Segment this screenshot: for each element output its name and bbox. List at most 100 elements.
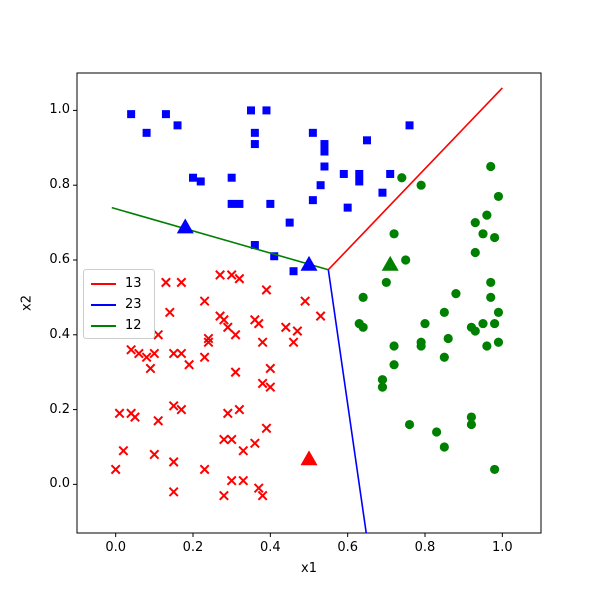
axes-frame [76,72,542,534]
data-point-circle [466,419,476,430]
data-point-circle [490,318,500,329]
data-point-x [261,285,272,295]
data-point-x [265,363,276,374]
data-point-x [226,270,237,280]
legend-line-swatch-blue [91,303,116,306]
boundary-line-12 [111,206,329,271]
data-point-circle [443,333,453,344]
data-point-circle [389,229,399,239]
data-point-x [215,270,225,280]
data-point-x [253,318,264,329]
data-point-x [149,348,160,359]
data-point-x [199,296,210,307]
legend: 13 23 12 [83,269,155,339]
data-point-x [280,322,291,333]
data-point-x [249,438,260,449]
x-tick-label: 1.0 [491,540,513,555]
data-point-square [320,162,329,171]
legend-line-swatch-green [91,324,116,327]
data-point-circle [482,341,492,351]
data-point-x [168,348,179,359]
data-point-square [378,188,387,197]
data-point-square [270,252,279,261]
data-point-circle [404,419,415,430]
data-point-circle [478,229,488,239]
data-point-square [247,106,255,115]
data-point-x [288,337,299,348]
centroid-blue-2-triangle [300,255,318,271]
legend-item-13: 13 [84,273,154,294]
data-point-square [235,199,244,208]
data-point-square [386,169,395,178]
data-point-x [222,322,233,333]
data-point-x [292,326,303,336]
legend-item-label: 23 [125,296,142,312]
data-point-x [118,445,129,456]
data-point-circle [493,337,504,347]
data-point-circle [482,210,492,220]
data-point-circle [432,427,442,437]
data-point-x [226,475,237,486]
data-point-x [238,445,249,456]
data-point-x [161,277,171,288]
data-point-square [250,140,259,149]
data-point-circle [401,255,411,265]
centroid-blue-1-triangle [176,218,194,234]
y-tick-label: 0.2 [49,401,70,417]
data-point-x [222,408,233,419]
data-point-x [145,363,156,374]
data-point-circle [470,326,480,336]
data-point-circle [389,341,399,351]
data-point-square [320,147,329,156]
y-tick-label: 0.8 [49,177,70,193]
data-point-circle [389,360,399,370]
data-point-square [320,140,329,149]
data-point-square [142,128,151,137]
data-point-square [250,128,259,137]
data-point-x [168,486,179,497]
data-point-x [261,423,272,434]
data-point-circle [358,322,368,332]
data-point-circle [490,232,500,243]
data-point-x [114,408,125,419]
data-point-x [203,337,214,348]
data-point-x [257,378,268,389]
data-point-circle [470,217,480,228]
centroid-green-triangle [381,255,399,271]
data-point-x [126,344,137,355]
data-point-circle [439,352,449,362]
data-point-x [234,273,245,284]
x-tick-label: 0.4 [259,540,281,555]
data-point-x [199,464,210,475]
legend-item-label: 13 [125,275,142,291]
data-point-circle [486,292,496,302]
data-point-x [199,352,210,363]
data-point-square [285,218,294,227]
data-point-x [110,464,121,475]
data-point-x [153,415,164,426]
data-point-circle [451,289,461,299]
data-point-circle [358,292,368,302]
data-point-x [230,367,241,378]
boundary-line-23 [327,269,368,534]
data-point-square [308,196,317,205]
data-point-circle [377,375,388,385]
data-point-x [219,490,229,501]
data-point-square [308,128,317,137]
x-tick-label: 0.8 [414,540,436,555]
data-point-square [173,121,182,130]
data-point-square [405,121,414,130]
y-tick-label: 1.0 [49,102,70,118]
data-point-circle [466,412,476,422]
data-point-x [234,404,245,415]
boundary-line-13 [327,87,503,271]
data-point-x [257,337,268,348]
x-axis-label: x1 [301,561,317,576]
data-point-square [127,110,136,119]
data-point-square [355,177,364,186]
data-point-circle [397,173,407,183]
data-point-circle [377,382,388,392]
data-point-circle [416,180,426,190]
data-point-square [355,169,364,178]
